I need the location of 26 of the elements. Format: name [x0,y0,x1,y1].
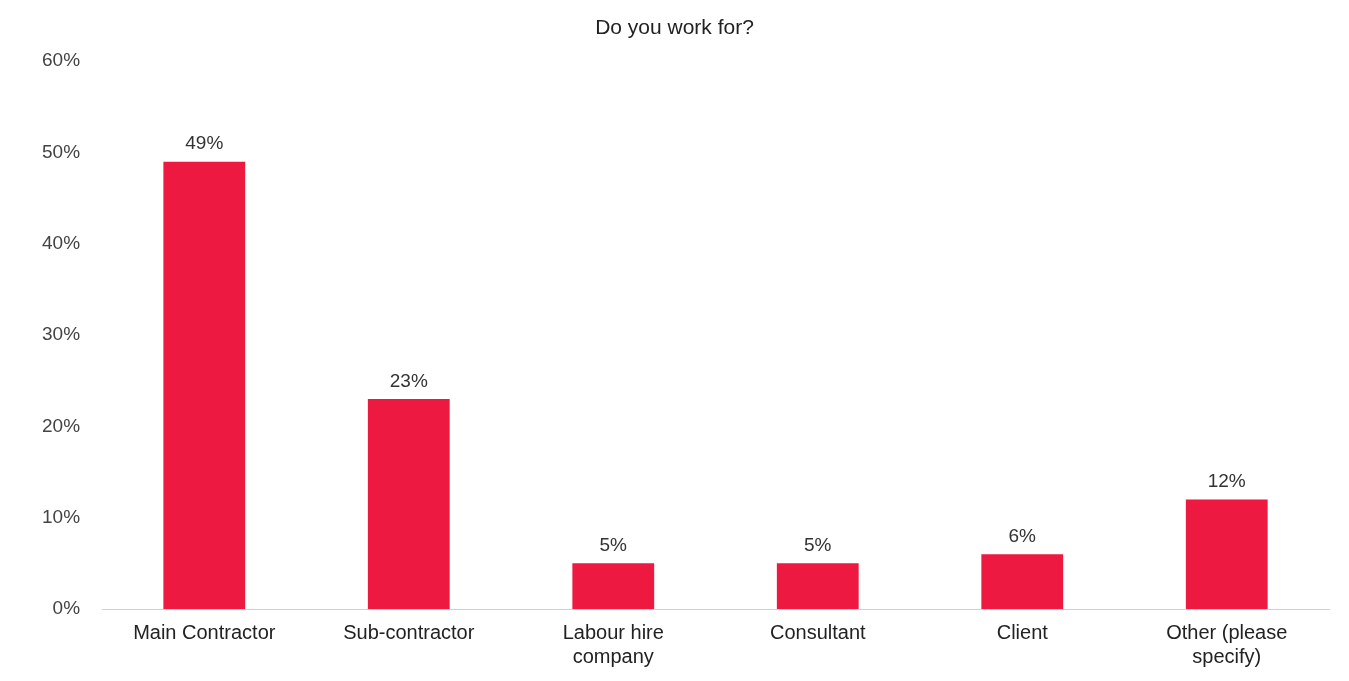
data-label: 12% [1207,470,1246,492]
y-tick-label: 50% [42,140,81,162]
y-tick-label: 60% [42,49,81,71]
bar [1185,499,1268,609]
bar [163,161,246,609]
data-label: 5% [599,534,628,556]
y-tick-label: 10% [42,505,81,527]
data-label: 6% [1008,524,1037,546]
x-tick-label: Labour hire company [562,620,664,667]
y-tick-label: 40% [42,232,81,254]
y-tick-label: 20% [42,414,81,436]
data-label: 49% [185,132,224,154]
bar [981,554,1064,609]
x-tick-label: Other (please specify) [1166,620,1288,667]
data-label: 23% [389,369,428,391]
x-tick-label: Client [996,620,1049,643]
y-tick-label: 30% [42,323,81,345]
x-tick-label: Consultant [769,620,867,643]
y-tick-label: 0% [52,597,81,619]
bar [572,563,655,609]
chart-title: Do you work for? [595,15,754,39]
x-tick-label: Main Contractor [133,620,276,643]
bar [367,399,450,609]
x-tick-label: Sub-contractor [343,620,475,643]
bar [776,563,859,609]
data-label: 5% [804,534,832,556]
